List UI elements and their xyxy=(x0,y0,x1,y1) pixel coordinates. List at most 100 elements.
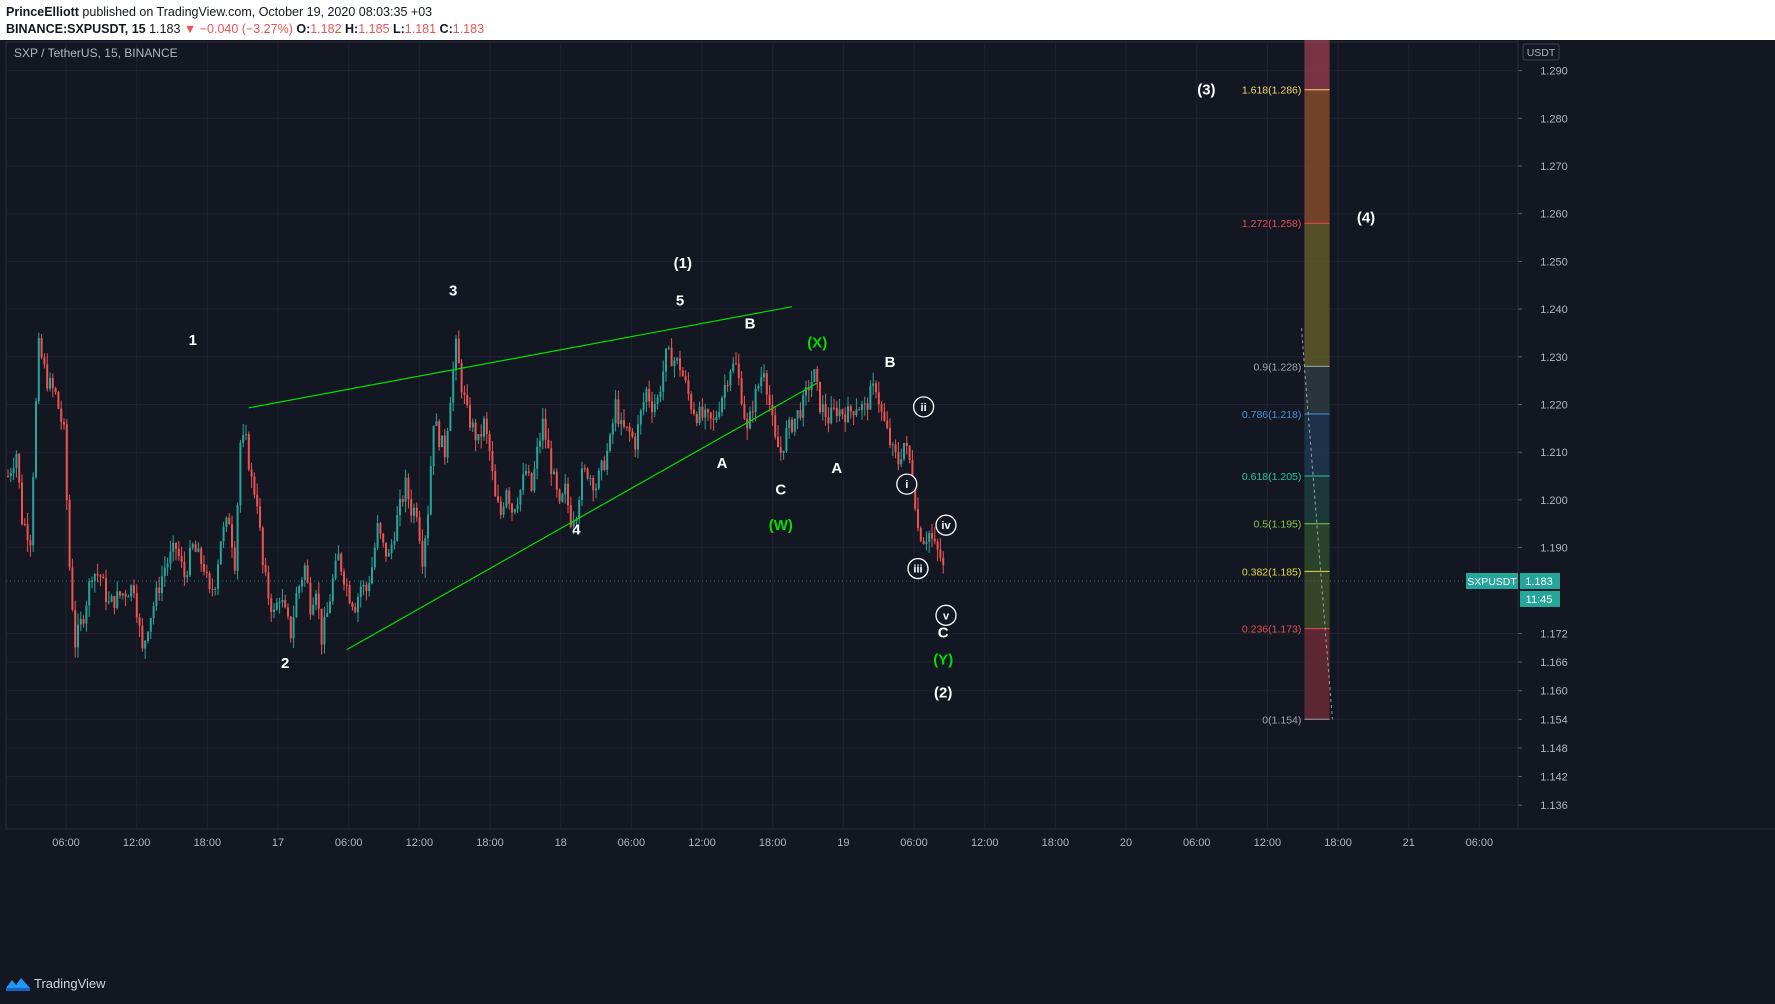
candle-body xyxy=(813,369,816,383)
candle-body xyxy=(480,434,483,437)
candle-body xyxy=(340,553,343,572)
y-tick-label: 1.240 xyxy=(1540,304,1568,316)
candle-body xyxy=(390,544,393,553)
candle-body xyxy=(905,442,908,446)
candle-body xyxy=(625,426,628,428)
candle-body xyxy=(166,563,169,568)
candle-body xyxy=(471,422,474,428)
candle-body xyxy=(121,593,124,596)
candle-body xyxy=(511,503,513,513)
wave-label: (W) xyxy=(769,517,793,534)
candle-body xyxy=(743,403,746,419)
candle-body xyxy=(362,584,365,587)
candle-body xyxy=(222,527,225,542)
candle-body xyxy=(228,517,231,525)
y-tick-label: 1.230 xyxy=(1540,352,1568,364)
candle-body xyxy=(348,585,351,604)
candle-body xyxy=(99,575,102,577)
candle-body xyxy=(894,444,897,452)
candle-body xyxy=(782,450,785,453)
candle-body xyxy=(96,574,99,576)
candle-body xyxy=(715,416,718,421)
candle-body xyxy=(623,420,625,427)
candle-body xyxy=(460,363,463,393)
candle-body xyxy=(891,444,894,446)
candle-body xyxy=(611,423,614,435)
wave-label: 1 xyxy=(189,332,197,349)
candle-body xyxy=(530,472,533,491)
candle-body xyxy=(684,376,687,381)
candle-body xyxy=(21,482,23,525)
candle-body xyxy=(51,378,54,389)
candle-body xyxy=(659,391,662,398)
x-tick-label: 18:00 xyxy=(476,837,504,849)
candle-body xyxy=(446,430,449,458)
x-tick-label: 12:00 xyxy=(406,837,434,849)
author-name[interactable]: PrinceElliott xyxy=(6,5,79,19)
fib-level-label: 0.5(1.195) xyxy=(1254,519,1302,531)
candle-body xyxy=(245,434,247,436)
candle-body xyxy=(284,599,287,608)
candle-body xyxy=(869,385,872,410)
candle-body xyxy=(337,553,340,561)
candle-body xyxy=(211,588,214,590)
wave-label: 2 xyxy=(281,655,289,672)
candle-body xyxy=(191,544,194,548)
candle-body xyxy=(673,360,676,367)
candle-body xyxy=(373,547,376,568)
wedge-trendline xyxy=(248,306,793,409)
candle-body xyxy=(718,412,721,417)
symbol-info: BINANCE:SXPUSDT, 15 1.183 ▼ −0.040 (−3.2… xyxy=(6,22,484,36)
candle-body xyxy=(872,383,875,386)
wave-label: B xyxy=(885,354,896,371)
candle-body xyxy=(788,419,791,428)
tradingview-logo-icon[interactable] xyxy=(6,977,30,991)
price-chart[interactable]: 06:00 12:00 18:00 17 06:00 12:00 18:00 18 06:00 1… xyxy=(0,40,1775,965)
circled-wave-marker xyxy=(935,604,957,626)
candle-body xyxy=(676,358,679,361)
candle-body xyxy=(135,593,138,618)
candle-body xyxy=(225,517,228,528)
candle-body xyxy=(43,357,46,365)
candle-body xyxy=(525,471,527,475)
x-tick-label: 20 xyxy=(1120,837,1132,849)
candle-body xyxy=(866,403,869,410)
y-tick-label: 1.220 xyxy=(1540,399,1568,411)
candle-body xyxy=(46,364,49,389)
candle-body xyxy=(63,422,65,425)
candle-body xyxy=(771,404,774,416)
candle-body xyxy=(583,468,586,470)
tradingview-brand[interactable]: TradingView xyxy=(34,976,106,991)
candle-body xyxy=(200,548,203,565)
candle-body xyxy=(637,424,639,450)
wave-label: (Y) xyxy=(933,651,953,668)
x-tick-label: 12:00 xyxy=(971,837,999,849)
candle-body xyxy=(917,509,919,529)
fib-level-label: 0.9(1.228) xyxy=(1254,361,1302,373)
candle-body xyxy=(698,406,701,424)
candle-body xyxy=(189,547,191,576)
candle-body xyxy=(824,404,827,417)
candle-body xyxy=(93,574,96,581)
candle-body xyxy=(572,521,575,527)
candle-body xyxy=(494,471,497,497)
candle-body xyxy=(656,397,659,404)
candle-body xyxy=(315,593,317,605)
candle-body xyxy=(726,385,729,387)
candle-body xyxy=(670,347,673,367)
candle-body xyxy=(37,337,40,402)
candle-body xyxy=(508,490,511,504)
candle-body xyxy=(791,419,793,432)
candle-body xyxy=(410,499,413,516)
y-tick-label: 1.148 xyxy=(1540,743,1568,755)
candle-body xyxy=(15,453,18,469)
candle-body xyxy=(527,471,530,473)
open-value: 1.182 xyxy=(310,22,342,36)
candle-body xyxy=(505,490,508,507)
fib-zone xyxy=(1304,476,1330,524)
candle-body xyxy=(740,378,743,404)
candle-body xyxy=(309,582,312,615)
chart-frame[interactable]: 06:00 12:00 18:00 17 06:00 12:00 18:00 18 06:00 1… xyxy=(0,40,1775,1004)
candle-body xyxy=(317,593,320,609)
candle-body xyxy=(564,483,567,495)
